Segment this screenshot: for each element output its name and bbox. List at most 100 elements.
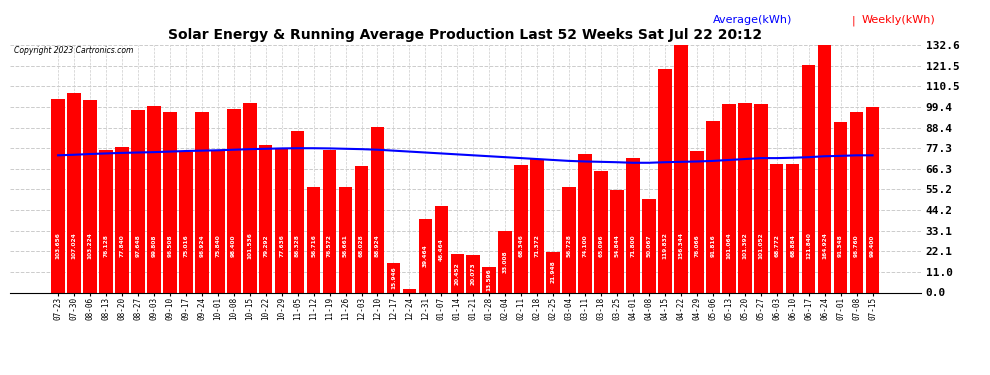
Text: 75.840: 75.840: [215, 234, 221, 257]
Bar: [786, 164, 800, 292]
Text: 68.346: 68.346: [519, 234, 524, 257]
Bar: [51, 99, 65, 292]
Bar: [339, 187, 352, 292]
Text: 56.728: 56.728: [566, 234, 571, 257]
Bar: [403, 289, 416, 292]
Bar: [818, 0, 832, 292]
Text: 15.946: 15.946: [391, 266, 396, 289]
Text: 101.392: 101.392: [742, 232, 747, 259]
Bar: [259, 144, 272, 292]
Text: 79.292: 79.292: [263, 234, 268, 257]
Text: 76.128: 76.128: [104, 234, 109, 257]
Bar: [578, 154, 592, 292]
Text: 98.400: 98.400: [232, 235, 237, 257]
Text: 56.661: 56.661: [343, 234, 348, 257]
Bar: [627, 159, 640, 292]
Bar: [546, 252, 560, 292]
Bar: [610, 190, 624, 292]
Text: 54.844: 54.844: [615, 234, 620, 257]
Text: 156.344: 156.344: [678, 232, 683, 260]
Text: 91.816: 91.816: [710, 234, 716, 257]
Text: 99.400: 99.400: [870, 235, 875, 257]
Bar: [562, 187, 576, 292]
Bar: [802, 65, 816, 292]
Text: 74.100: 74.100: [582, 234, 588, 257]
Text: 101.052: 101.052: [758, 232, 763, 259]
Bar: [498, 231, 512, 292]
Text: 39.464: 39.464: [423, 244, 428, 267]
Text: 119.832: 119.832: [662, 232, 667, 259]
Text: |: |: [851, 15, 855, 26]
Bar: [643, 199, 655, 292]
Bar: [115, 147, 129, 292]
Bar: [163, 112, 176, 292]
Bar: [291, 131, 304, 292]
Text: 86.328: 86.328: [295, 234, 300, 257]
Text: 164.924: 164.924: [822, 232, 827, 259]
Bar: [594, 171, 608, 292]
Text: Average(kWh): Average(kWh): [713, 15, 792, 25]
Text: 101.536: 101.536: [248, 232, 252, 259]
Text: 103.656: 103.656: [55, 232, 60, 259]
Text: 71.372: 71.372: [535, 234, 540, 257]
Bar: [738, 103, 751, 292]
Bar: [658, 69, 671, 292]
Bar: [307, 187, 321, 292]
Text: 77.840: 77.840: [120, 234, 125, 257]
Bar: [834, 122, 847, 292]
Text: 21.948: 21.948: [550, 261, 555, 284]
Text: Weekly(kWh): Weekly(kWh): [861, 15, 935, 25]
Text: 77.636: 77.636: [279, 234, 284, 257]
Text: 50.067: 50.067: [646, 234, 651, 257]
Text: 96.924: 96.924: [199, 234, 204, 257]
Text: 76.572: 76.572: [327, 234, 332, 257]
Bar: [706, 121, 720, 292]
Bar: [179, 153, 193, 292]
Text: 65.096: 65.096: [599, 234, 604, 257]
Bar: [515, 165, 528, 292]
Bar: [195, 112, 209, 292]
Text: 20.452: 20.452: [454, 262, 459, 285]
Bar: [148, 106, 160, 292]
Text: 96.760: 96.760: [854, 234, 859, 257]
Bar: [243, 103, 256, 292]
Bar: [387, 263, 400, 292]
Text: 68.028: 68.028: [359, 234, 364, 257]
Bar: [323, 150, 337, 292]
Text: 91.348: 91.348: [839, 234, 843, 257]
Bar: [770, 164, 783, 292]
Text: 121.840: 121.840: [806, 232, 811, 259]
Bar: [83, 100, 97, 292]
Text: 46.464: 46.464: [439, 238, 444, 261]
Text: 20.073: 20.073: [471, 262, 476, 285]
Bar: [419, 219, 433, 292]
Text: 97.648: 97.648: [136, 234, 141, 257]
Text: 68.884: 68.884: [790, 234, 795, 257]
Text: 68.772: 68.772: [774, 234, 779, 257]
Title: Solar Energy & Running Average Production Last 52 Weeks Sat Jul 22 20:12: Solar Energy & Running Average Productio…: [168, 28, 762, 42]
Text: 88.924: 88.924: [375, 234, 380, 257]
Text: 56.716: 56.716: [311, 234, 316, 257]
Text: 71.800: 71.800: [631, 234, 636, 257]
Bar: [370, 126, 384, 292]
Bar: [722, 104, 736, 292]
Text: 33.008: 33.008: [503, 251, 508, 273]
Bar: [227, 109, 241, 292]
Bar: [531, 159, 544, 292]
Bar: [99, 150, 113, 292]
Bar: [67, 93, 81, 292]
Text: 96.508: 96.508: [167, 234, 172, 257]
Text: 76.066: 76.066: [694, 234, 699, 257]
Bar: [275, 148, 288, 292]
Bar: [849, 112, 863, 292]
Text: 107.024: 107.024: [71, 232, 76, 259]
Bar: [674, 1, 688, 292]
Bar: [354, 165, 368, 292]
Bar: [754, 104, 767, 292]
Bar: [450, 254, 464, 292]
Bar: [435, 206, 448, 292]
Text: 101.064: 101.064: [727, 232, 732, 259]
Bar: [466, 255, 480, 292]
Bar: [211, 151, 225, 292]
Bar: [482, 267, 496, 292]
